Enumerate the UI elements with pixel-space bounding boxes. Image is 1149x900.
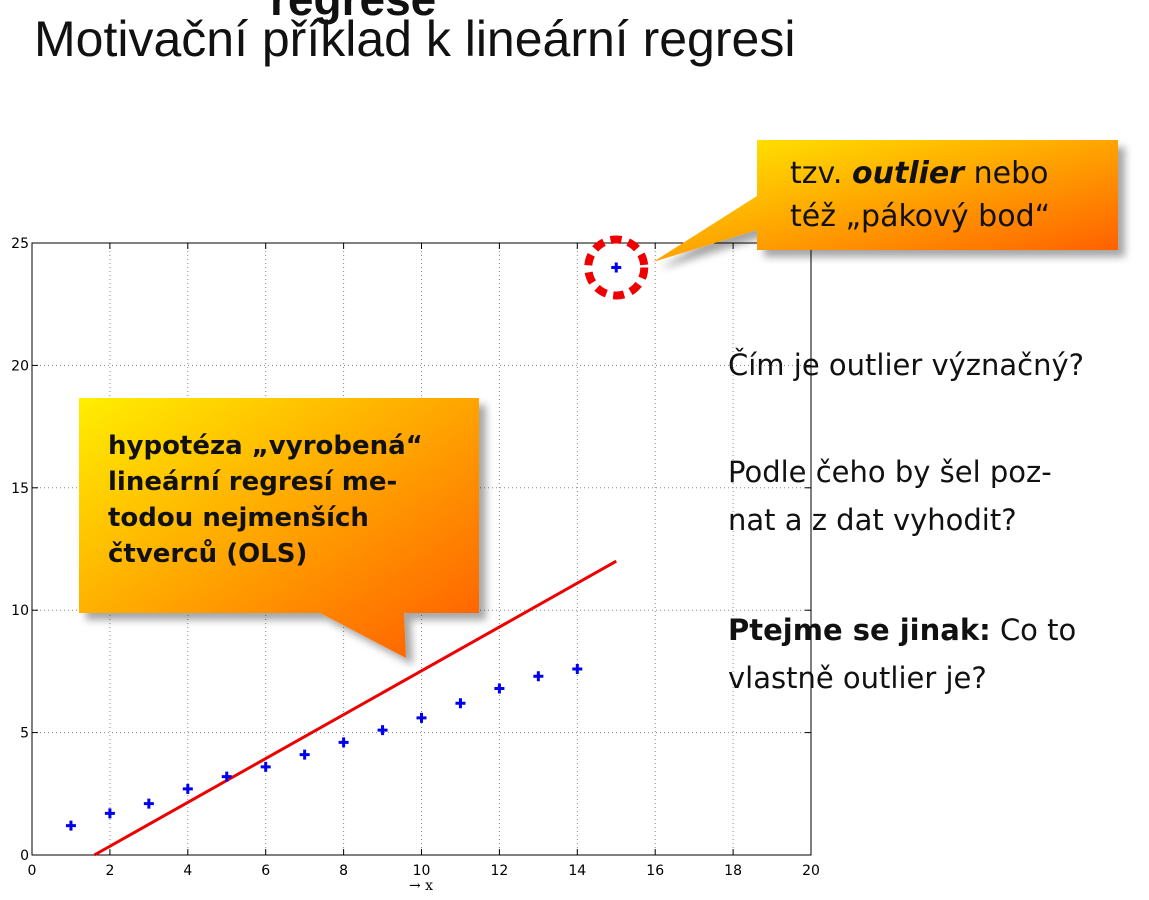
ols-callout-line-4: čtverců (OLS) (108, 539, 308, 569)
x-tick-label: 6 (261, 863, 270, 879)
ols-callout-text: hypotéza „vyrobená“ lineární regresí me-… (108, 428, 423, 572)
data-point (533, 671, 544, 682)
data-point (104, 808, 115, 819)
y-tick-label: 5 (20, 726, 29, 742)
point-layer (65, 262, 622, 831)
outlier-callout-shape (653, 140, 1118, 262)
data-point (299, 749, 310, 760)
regression-line (93, 559, 617, 857)
x-tick-label: 4 (183, 863, 192, 879)
regression-line-layer (93, 559, 617, 857)
data-point (65, 820, 76, 831)
slide-title: Motivační příklad k lineární regresi (34, 11, 796, 67)
outlier-callout-text: tzv. outlier nebo též „pákový bod“ (790, 152, 1050, 238)
data-point (338, 737, 349, 748)
x-tick-label: 14 (568, 863, 586, 879)
x-tick-label: 0 (28, 863, 37, 879)
ols-callout-line-2: lineární regresí me- (108, 467, 398, 497)
y-tick-label: 20 (11, 358, 29, 374)
question-3: Ptejme se jinak: Co to vlastně outlier j… (728, 606, 1076, 702)
ols-callout-line-3: todou nejmenších (108, 503, 369, 533)
x-tick-label: 18 (724, 863, 742, 879)
ols-callout (79, 398, 479, 658)
x-tick-label: 8 (339, 863, 348, 879)
x-tick-label: 10 (413, 863, 431, 879)
data-point (611, 262, 622, 273)
y-tick-label: 25 (11, 236, 29, 252)
slide-title-cut: regrese (270, 0, 436, 26)
question-3-line-1: Ptejme se jinak: Co to (728, 613, 1077, 647)
data-point (416, 712, 427, 723)
x-tick-label: 20 (802, 863, 820, 879)
tick-label-layer: 0 2 4 6 8 10 12 14 16 18 20 0 5 10 15 20 25 (11, 236, 820, 879)
outlier-highlight-layer (584, 235, 649, 300)
outlier-callout-line-1: tzv. outlier nebo (790, 156, 1049, 191)
question-2-line-1: Podle čeho by šel poz- (728, 455, 1052, 489)
data-point (143, 798, 154, 809)
x-tick-label: 2 (105, 863, 114, 879)
outlier-callout (653, 140, 1118, 262)
data-point (494, 683, 505, 694)
y-tick-label: 15 (11, 481, 29, 497)
question-2: Podle čeho by šel poz- nat a z dat vyhod… (728, 448, 1052, 544)
data-point (221, 771, 232, 782)
data-point (260, 761, 271, 772)
data-point (377, 725, 388, 736)
x-axis-label: → x (409, 878, 433, 894)
outlier-highlight-circle (584, 235, 649, 300)
y-tick-label: 10 (11, 603, 29, 619)
outlier-term: outlier (852, 156, 965, 191)
question-2-line-2: nat a z dat vyhodit? (728, 503, 1017, 537)
x-tick-label: 16 (646, 863, 664, 879)
y-tick-label: 0 (20, 848, 29, 864)
data-point (182, 783, 193, 794)
ols-callout-line-1: hypotéza „vyrobená“ (108, 431, 423, 461)
ols-callout-shape (79, 398, 479, 658)
question-3-line-2: vlastně outlier je? (728, 661, 987, 695)
data-point (572, 663, 583, 674)
outlier-callout-line-2: též „pákový bod“ (790, 199, 1051, 234)
question-1: Čím je outlier význačný? (728, 348, 1085, 382)
tick-layer (31, 242, 812, 856)
x-tick-label: 12 (490, 863, 508, 879)
data-point (455, 698, 466, 709)
